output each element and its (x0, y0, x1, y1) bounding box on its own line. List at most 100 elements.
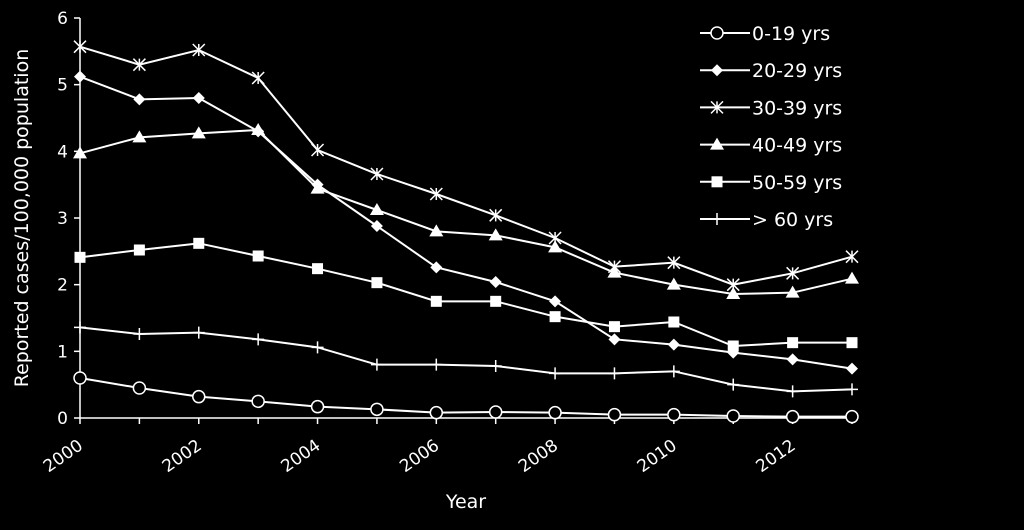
data-point (490, 295, 502, 307)
data-point (846, 337, 858, 349)
series-3 (73, 123, 859, 299)
data-point (549, 311, 561, 323)
data-point (133, 244, 145, 256)
data-point (608, 321, 620, 333)
x-axis-title: Year (445, 491, 486, 513)
legend-label: > 60 yrs (752, 209, 833, 231)
data-point (132, 58, 146, 72)
legend-marker (711, 64, 723, 77)
y-tick-label: 4 (57, 142, 68, 162)
data-point (548, 240, 563, 253)
data-point (310, 399, 325, 414)
data-point (667, 338, 680, 351)
y-tick-label: 5 (57, 76, 68, 96)
x-tick-label: 2002 (159, 436, 206, 477)
data-point (786, 385, 799, 398)
data-point (193, 237, 205, 249)
legend-item: 20-29 yrs (700, 60, 842, 82)
legend-label: 30-39 yrs (752, 97, 842, 119)
axes: 0 1 2 3 4 5 6 2000 2002 2004 2006 2008 2010 2012 (40, 9, 853, 477)
legend-marker (710, 26, 724, 40)
data-point (607, 265, 622, 278)
data-point (133, 328, 146, 340)
data-point (74, 251, 86, 263)
data-point (488, 228, 503, 241)
data-point (73, 40, 87, 54)
data-point (311, 341, 324, 354)
data-point (667, 256, 681, 270)
data-point (430, 261, 443, 274)
series-line (79, 45, 853, 286)
legend-item: 0-19 yrs (700, 23, 830, 45)
data-point (429, 187, 443, 201)
x-tick-label: 2010 (634, 436, 681, 477)
legend-marker (710, 137, 724, 150)
x-tick-label: 2006 (396, 436, 443, 477)
data-point (607, 407, 622, 422)
series-0 (73, 371, 859, 424)
data-point (785, 285, 800, 298)
data-point (727, 378, 740, 391)
data-point (73, 371, 87, 385)
legend-label: 0-19 yrs (752, 23, 830, 45)
data-point (192, 92, 205, 104)
data-point (667, 365, 680, 378)
series-layer (73, 40, 859, 424)
y-tick-label: 1 (57, 342, 68, 362)
data-point (548, 405, 562, 420)
data-point (192, 326, 205, 339)
data-point (845, 271, 859, 284)
data-point (133, 93, 146, 106)
data-point (429, 405, 444, 420)
data-point (370, 358, 383, 371)
data-point (132, 381, 147, 395)
legend-label: 50-59 yrs (752, 172, 842, 194)
x-tick-label: 2012 (753, 436, 800, 477)
x-tick-label: 2004 (277, 436, 324, 477)
data-point (430, 358, 443, 371)
data-point (371, 277, 383, 289)
legend-item: 40-49 yrs (700, 135, 842, 157)
data-point (666, 277, 681, 290)
data-point (74, 70, 86, 83)
data-point (311, 143, 325, 157)
data-point (370, 167, 384, 181)
legend-marker (710, 100, 724, 114)
data-point (608, 333, 621, 346)
data-point (549, 367, 562, 380)
data-point (369, 203, 384, 215)
series-line (79, 377, 852, 418)
data-point (667, 407, 681, 422)
series-line (79, 242, 852, 348)
data-point (251, 394, 265, 409)
x-tick-label: 2008 (515, 436, 562, 477)
y-tick-label: 6 (57, 9, 68, 29)
data-point (549, 295, 562, 308)
legend-item: > 60 yrs (700, 209, 833, 231)
data-point (726, 287, 741, 299)
data-point (727, 340, 739, 352)
data-point (489, 276, 502, 288)
legend-item: 50-59 yrs (700, 172, 842, 194)
data-point (668, 316, 680, 328)
y-axis-title: Reported cases/100,000 population (11, 49, 33, 387)
data-point (73, 146, 87, 159)
data-point (787, 337, 799, 349)
data-point (370, 402, 384, 417)
data-point (192, 389, 206, 404)
x-tick-label: 2000 (40, 436, 87, 477)
data-point (251, 123, 266, 135)
data-point (192, 43, 206, 57)
series-line (79, 326, 853, 393)
series-5 (74, 321, 858, 398)
legend-marker (711, 176, 723, 188)
data-point (252, 250, 264, 262)
data-point (370, 220, 383, 232)
data-point (191, 126, 206, 139)
data-point (488, 405, 503, 419)
data-point (429, 224, 444, 237)
data-point (846, 383, 858, 396)
data-point (312, 263, 324, 275)
series-line (79, 128, 853, 296)
data-point (489, 208, 503, 222)
